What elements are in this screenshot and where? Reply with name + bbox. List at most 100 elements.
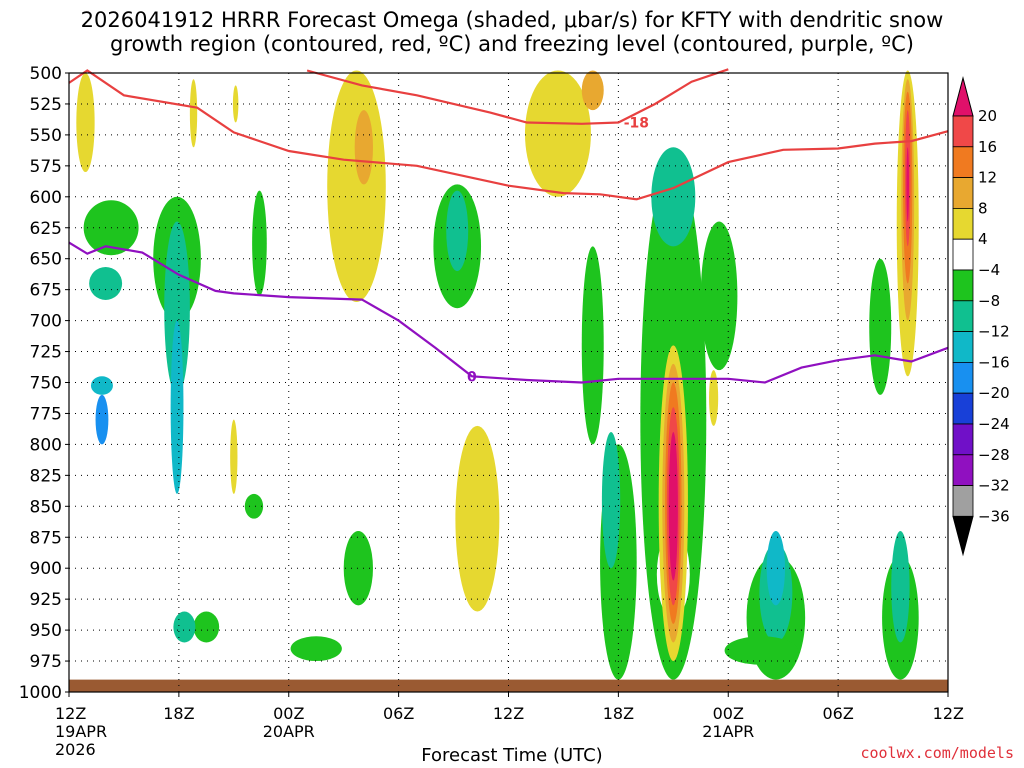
- omega-region: [766, 531, 786, 606]
- y-tick-label: 975: [30, 652, 62, 672]
- y-tick-label: 625: [30, 219, 62, 239]
- colorbar-segment: [952, 238, 974, 271]
- y-tick-label: 1000: [19, 683, 62, 703]
- y-tick-label: 650: [30, 250, 62, 270]
- y-tick-label: 925: [30, 590, 62, 610]
- omega-region: [724, 636, 798, 665]
- omega-region: [90, 376, 113, 395]
- omega-region: [709, 370, 719, 426]
- y-tick-label: 575: [30, 157, 62, 177]
- y-axis: 500 525 550 575 600 625 650 675 700 725 750 775 800 8…: [19, 64, 69, 703]
- x-tick-label: 12Z: [493, 704, 524, 723]
- y-tick-label: 500: [30, 64, 62, 84]
- contour-line: [68, 241, 949, 384]
- x-tick-date: 19APR: [55, 722, 107, 741]
- colorbar-segment: [952, 177, 974, 209]
- colorbar-segment: [952, 146, 974, 179]
- x-tick-label: 06Z: [822, 704, 853, 723]
- colorbar-label: −8: [978, 292, 1000, 310]
- contour-line: [306, 68, 729, 125]
- x-tick-label: 06Z: [383, 704, 414, 723]
- colorbar-top-arrow: [952, 76, 974, 117]
- omega-region: [170, 320, 184, 494]
- colorbar-label: −28: [978, 446, 1010, 464]
- x-tick-label: 12Z: [933, 704, 964, 723]
- omega-region: [446, 190, 469, 272]
- omega-region: [244, 493, 264, 519]
- omega-region: [193, 611, 220, 643]
- colorbar-segment: [952, 269, 974, 302]
- omega-region: [354, 110, 373, 185]
- omega-region: [76, 73, 95, 173]
- colorbar-label: −32: [978, 477, 1010, 495]
- omega-region: [95, 394, 109, 445]
- x-axis-title: Forecast Time (UTC): [421, 745, 603, 766]
- x-tick-label: 18Z: [163, 704, 194, 723]
- omega-region: [581, 246, 604, 445]
- omega-region: [869, 258, 892, 395]
- omega-region: [524, 70, 591, 197]
- colorbar-label: 4: [978, 230, 988, 248]
- y-tick-label: 825: [30, 466, 62, 486]
- plot-frame: [68, 72, 949, 693]
- colorbar-label: −12: [978, 323, 1010, 341]
- x-tick-label: 18Z: [603, 704, 634, 723]
- omega-region: [252, 190, 267, 296]
- y-tick-label: 550: [30, 126, 62, 146]
- omega-region: [906, 147, 909, 222]
- grid-lines: [68, 72, 949, 693]
- colorbar-label: −36: [978, 507, 1010, 525]
- omega-region: [173, 611, 196, 643]
- omega-region: [230, 419, 238, 494]
- colorbar-label: 8: [978, 199, 988, 217]
- omega-region: [601, 432, 621, 569]
- credit-link[interactable]: coolwx.com/models: [860, 744, 1014, 762]
- colorbar-segment: [952, 485, 974, 517]
- y-tick-label: 700: [30, 312, 62, 332]
- colorbar-label: 16: [978, 138, 997, 156]
- y-tick-label: 850: [30, 497, 62, 517]
- contour-label: -18: [624, 116, 649, 132]
- colorbar-segment: [952, 423, 974, 456]
- contour-line: [68, 69, 949, 201]
- colorbar-label: −16: [978, 353, 1010, 371]
- colorbar-segment: [952, 361, 974, 394]
- x-tick-date: 20APR: [263, 722, 315, 741]
- colorbar-label: 20: [978, 107, 997, 125]
- omega-region: [232, 85, 239, 123]
- y-tick-label: 900: [30, 559, 62, 579]
- y-tick-label: 525: [30, 95, 62, 115]
- omega-region: [700, 221, 738, 371]
- contour-lines: -18 0: [68, 68, 949, 385]
- omega-region: [651, 147, 696, 247]
- chart-title-line-2: growth region (contoured, red, ºC) and f…: [110, 32, 914, 56]
- y-tick-label: 950: [30, 621, 62, 641]
- omega-region: [668, 432, 678, 581]
- omega-shading: [76, 70, 919, 680]
- x-tick-label: 00Z: [713, 704, 744, 723]
- colorbar-label: −24: [978, 415, 1010, 433]
- x-tick-date: 21APR: [702, 722, 754, 741]
- contour-label: 0: [467, 369, 477, 385]
- x-tick-year: 2026: [55, 740, 96, 759]
- colorbar: 20 16 12 8 4 −4 −8 −12 −16 −20 −24 −28 −32 −36: [952, 76, 1010, 557]
- colorbar-bottom-arrow: [952, 515, 974, 557]
- omega-region: [89, 266, 123, 300]
- y-tick-label: 600: [30, 188, 62, 208]
- omega-region: [189, 79, 198, 148]
- chart-title-line-1: 2026041912 HRRR Forecast Omega (shaded, …: [80, 8, 944, 32]
- y-tick-label: 725: [30, 343, 62, 363]
- y-tick-label: 875: [30, 528, 62, 548]
- colorbar-segment: [952, 392, 974, 425]
- colorbar-label: −20: [978, 384, 1010, 402]
- colorbar-segment: [952, 454, 974, 486]
- omega-region: [891, 531, 910, 643]
- omega-region: [327, 70, 386, 303]
- colorbar-segment: [952, 331, 974, 363]
- omega-region: [455, 425, 500, 612]
- omega-region: [290, 636, 342, 662]
- colorbar-segment: [952, 207, 974, 240]
- omega-region: [581, 70, 604, 111]
